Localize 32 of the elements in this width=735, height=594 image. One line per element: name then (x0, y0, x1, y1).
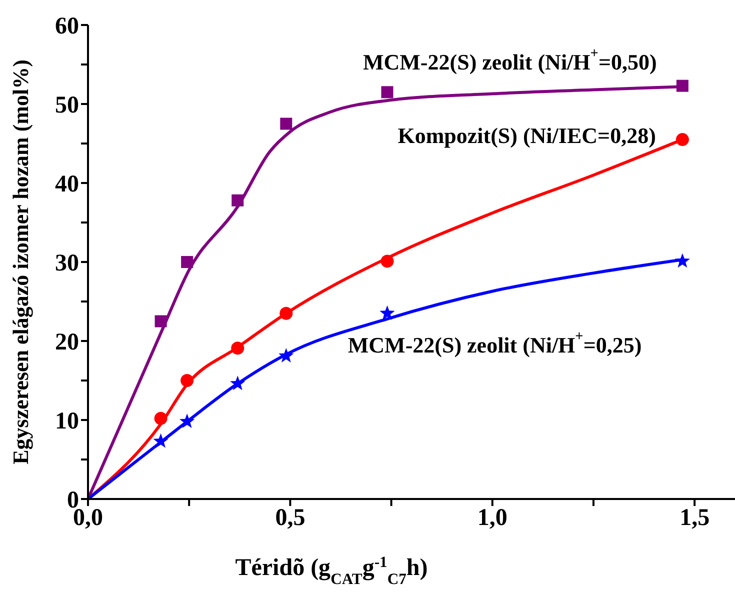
point (230, 376, 246, 390)
y-tick-label: 50 (55, 92, 79, 119)
series-label: Kompozit(S) (Ni/IEC=0,28) (398, 122, 656, 148)
point (381, 86, 394, 98)
y-tick-label: 30 (55, 250, 79, 277)
point (232, 194, 244, 206)
point (278, 348, 294, 362)
y-tick-label: 40 (55, 172, 79, 198)
point (280, 118, 292, 130)
point (380, 305, 395, 320)
point (181, 256, 194, 268)
series-label: MCM-22(S) zeolit (Ni/H$^{+}$=0,25) (348, 328, 642, 358)
point (154, 412, 168, 425)
x-tick-label: 1,5 (680, 505, 710, 532)
point (280, 306, 293, 320)
point (154, 315, 167, 328)
y-tick-label: 10 (55, 408, 79, 435)
y-tick-label: 60 (55, 14, 79, 40)
point (676, 133, 689, 146)
point (231, 342, 244, 355)
point (153, 433, 168, 448)
point (179, 414, 195, 428)
y-tick-label: 20 (55, 330, 79, 356)
point (676, 80, 688, 92)
x-axis-title: Téridõ (g$_{CAT}$g$^{-1}$$_{C7}$h) (235, 554, 428, 588)
point (380, 254, 394, 268)
point (674, 253, 690, 268)
x-tick-label: 0,5 (275, 505, 306, 532)
y-axis-title: Egyszeresen elágazó izomer hozam (mol%) (8, 60, 32, 464)
series-label: MCM-22(S) zeolit (Ni/H$^{+}$=0,50) (363, 45, 657, 74)
x-tick-label: 1,0 (477, 505, 508, 532)
point (180, 374, 194, 387)
